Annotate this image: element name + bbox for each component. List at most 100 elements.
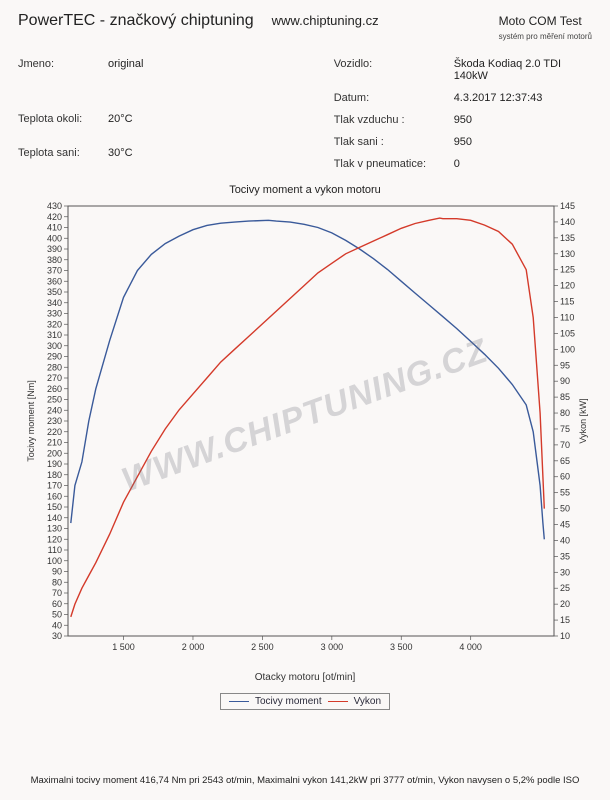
legend-item-torque: Tocivy moment Vykon (220, 693, 390, 710)
ambient-value: 20°C (108, 113, 334, 137)
svg-text:40: 40 (560, 535, 570, 545)
meta-left: Jmeno: original Teplota okoli: 20°C Tepl… (18, 58, 334, 170)
title-row: PowerTEC - značkový chiptuning www.chipt… (18, 12, 592, 42)
intakepress-label: Tlak sani : (334, 136, 454, 148)
svg-text:310: 310 (47, 330, 62, 340)
svg-text:390: 390 (47, 244, 62, 254)
svg-text:70: 70 (52, 588, 62, 598)
svg-text:75: 75 (560, 424, 570, 434)
chart-plot: 3040506070809010011012013014015016017018… (20, 200, 590, 670)
svg-text:1 500: 1 500 (112, 642, 135, 652)
svg-text:145: 145 (560, 201, 575, 211)
intake-temp-label: Teplota sani: (18, 147, 108, 171)
vehicle-label: Vozidlo: (334, 58, 454, 82)
svg-text:130: 130 (560, 249, 575, 259)
svg-text:240: 240 (47, 405, 62, 415)
tyrepress-value: 0 (454, 158, 592, 170)
svg-text:4 000: 4 000 (459, 642, 482, 652)
svg-text:190: 190 (47, 459, 62, 469)
svg-text:100: 100 (560, 344, 575, 354)
svg-text:15: 15 (560, 615, 570, 625)
date-label: Datum: (334, 92, 454, 104)
svg-text:90: 90 (52, 567, 62, 577)
tyrepress-label: Tlak v pneumatice: (334, 158, 454, 170)
airpress-value: 950 (454, 114, 592, 126)
svg-text:360: 360 (47, 276, 62, 286)
svg-text:220: 220 (47, 427, 62, 437)
header: PowerTEC - značkový chiptuning www.chipt… (0, 0, 610, 48)
svg-text:120: 120 (560, 281, 575, 291)
svg-text:270: 270 (47, 373, 62, 383)
svg-text:40: 40 (52, 620, 62, 630)
svg-text:380: 380 (47, 255, 62, 265)
svg-text:55: 55 (560, 488, 570, 498)
svg-text:100: 100 (47, 556, 62, 566)
svg-text:30: 30 (560, 567, 570, 577)
svg-text:330: 330 (47, 309, 62, 319)
svg-text:110: 110 (48, 545, 62, 555)
svg-text:230: 230 (47, 416, 62, 426)
svg-text:90: 90 (560, 376, 570, 386)
svg-text:70: 70 (560, 440, 570, 450)
svg-text:3 000: 3 000 (321, 642, 344, 652)
airpress-label: Tlak vzduchu : (334, 114, 454, 126)
name-label: Jmeno: (18, 58, 108, 82)
svg-text:105: 105 (560, 328, 575, 338)
svg-text:350: 350 (47, 287, 62, 297)
svg-text:85: 85 (560, 392, 570, 402)
name-value: original (108, 58, 334, 82)
svg-text:130: 130 (47, 524, 62, 534)
svg-text:110: 110 (560, 312, 574, 322)
svg-text:250: 250 (47, 395, 62, 405)
svg-text:400: 400 (47, 233, 62, 243)
svg-text:10: 10 (560, 631, 570, 641)
svg-text:290: 290 (47, 352, 62, 362)
svg-text:80: 80 (560, 408, 570, 418)
svg-text:Vykon [kW]: Vykon [kW] (578, 398, 588, 443)
svg-text:300: 300 (47, 341, 62, 351)
system-title: Moto COM Test systém pro měření motorů (499, 14, 592, 42)
svg-text:280: 280 (47, 362, 62, 372)
svg-text:115: 115 (560, 297, 574, 307)
chart-svg: 3040506070809010011012013014015016017018… (20, 200, 590, 670)
svg-text:420: 420 (47, 212, 62, 222)
intake-temp-value: 30°C (108, 147, 334, 171)
svg-text:260: 260 (47, 384, 62, 394)
site-url: www.chiptuning.cz (272, 13, 379, 28)
svg-text:60: 60 (52, 599, 62, 609)
svg-text:Tocivy moment [Nm]: Tocivy moment [Nm] (26, 380, 36, 462)
chart-container: Tocivy moment a vykon motoru 30405060708… (20, 184, 590, 710)
svg-text:135: 135 (560, 233, 575, 243)
svg-text:370: 370 (47, 266, 62, 276)
svg-text:20: 20 (560, 599, 570, 609)
svg-text:160: 160 (47, 491, 62, 501)
vehicle-value: Škoda Kodiaq 2.0 TDI 140kW (454, 58, 592, 82)
svg-text:35: 35 (560, 551, 570, 561)
system-subtitle: systém pro měření motorů (499, 32, 592, 41)
svg-text:140: 140 (47, 513, 62, 523)
summary-footer: Maximalni tocivy moment 416,74 Nm pri 25… (0, 775, 610, 786)
svg-text:60: 60 (560, 472, 570, 482)
svg-text:170: 170 (47, 481, 62, 491)
svg-text:180: 180 (47, 470, 62, 480)
ambient-label: Teplota okoli: (18, 113, 108, 137)
legend: Tocivy moment Vykon (20, 693, 590, 710)
svg-text:50: 50 (560, 504, 570, 514)
svg-text:120: 120 (47, 534, 62, 544)
meta-right: Vozidlo: Škoda Kodiaq 2.0 TDI 140kW Datu… (334, 58, 592, 170)
svg-text:140: 140 (560, 217, 575, 227)
brand-title: PowerTEC - značkový chiptuning (18, 12, 254, 30)
legend-swatch-power (328, 701, 348, 702)
svg-text:80: 80 (52, 577, 62, 587)
svg-text:25: 25 (560, 583, 570, 593)
svg-text:410: 410 (47, 223, 62, 233)
legend-label-torque: Tocivy moment (255, 696, 322, 707)
svg-text:95: 95 (560, 360, 570, 370)
legend-swatch-torque (229, 701, 249, 702)
svg-text:150: 150 (47, 502, 62, 512)
system-name: Moto COM Test (499, 14, 582, 28)
svg-text:2 500: 2 500 (251, 642, 274, 652)
svg-text:200: 200 (47, 448, 62, 458)
svg-text:320: 320 (47, 319, 62, 329)
svg-text:430: 430 (47, 201, 62, 211)
